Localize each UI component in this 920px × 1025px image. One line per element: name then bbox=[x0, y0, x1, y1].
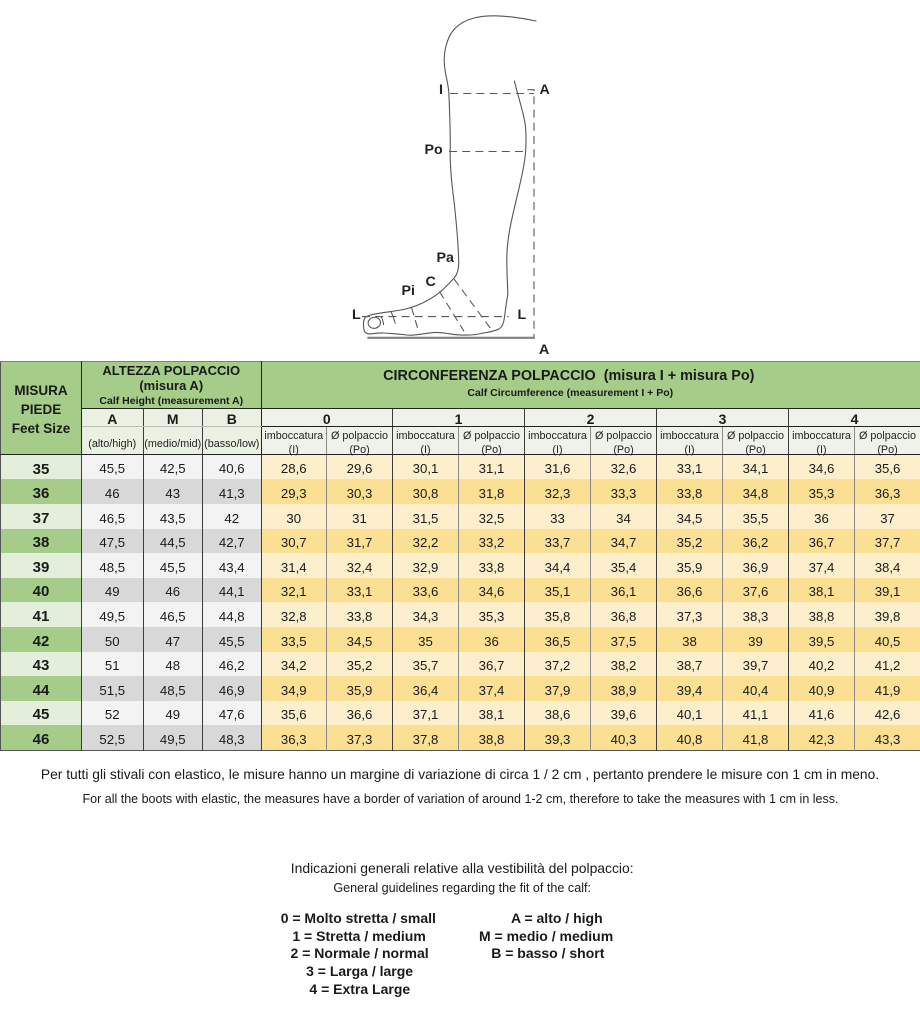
svg-text:A: A bbox=[539, 342, 549, 358]
svg-text:Po: Po bbox=[425, 142, 443, 158]
svg-text:I: I bbox=[439, 82, 443, 98]
svg-text:C: C bbox=[426, 274, 436, 290]
svg-text:L: L bbox=[352, 307, 361, 323]
svg-text:L: L bbox=[518, 307, 527, 323]
svg-text:Pi: Pi bbox=[402, 283, 415, 299]
svg-text:Pa: Pa bbox=[437, 250, 454, 266]
svg-text:A: A bbox=[540, 82, 550, 98]
